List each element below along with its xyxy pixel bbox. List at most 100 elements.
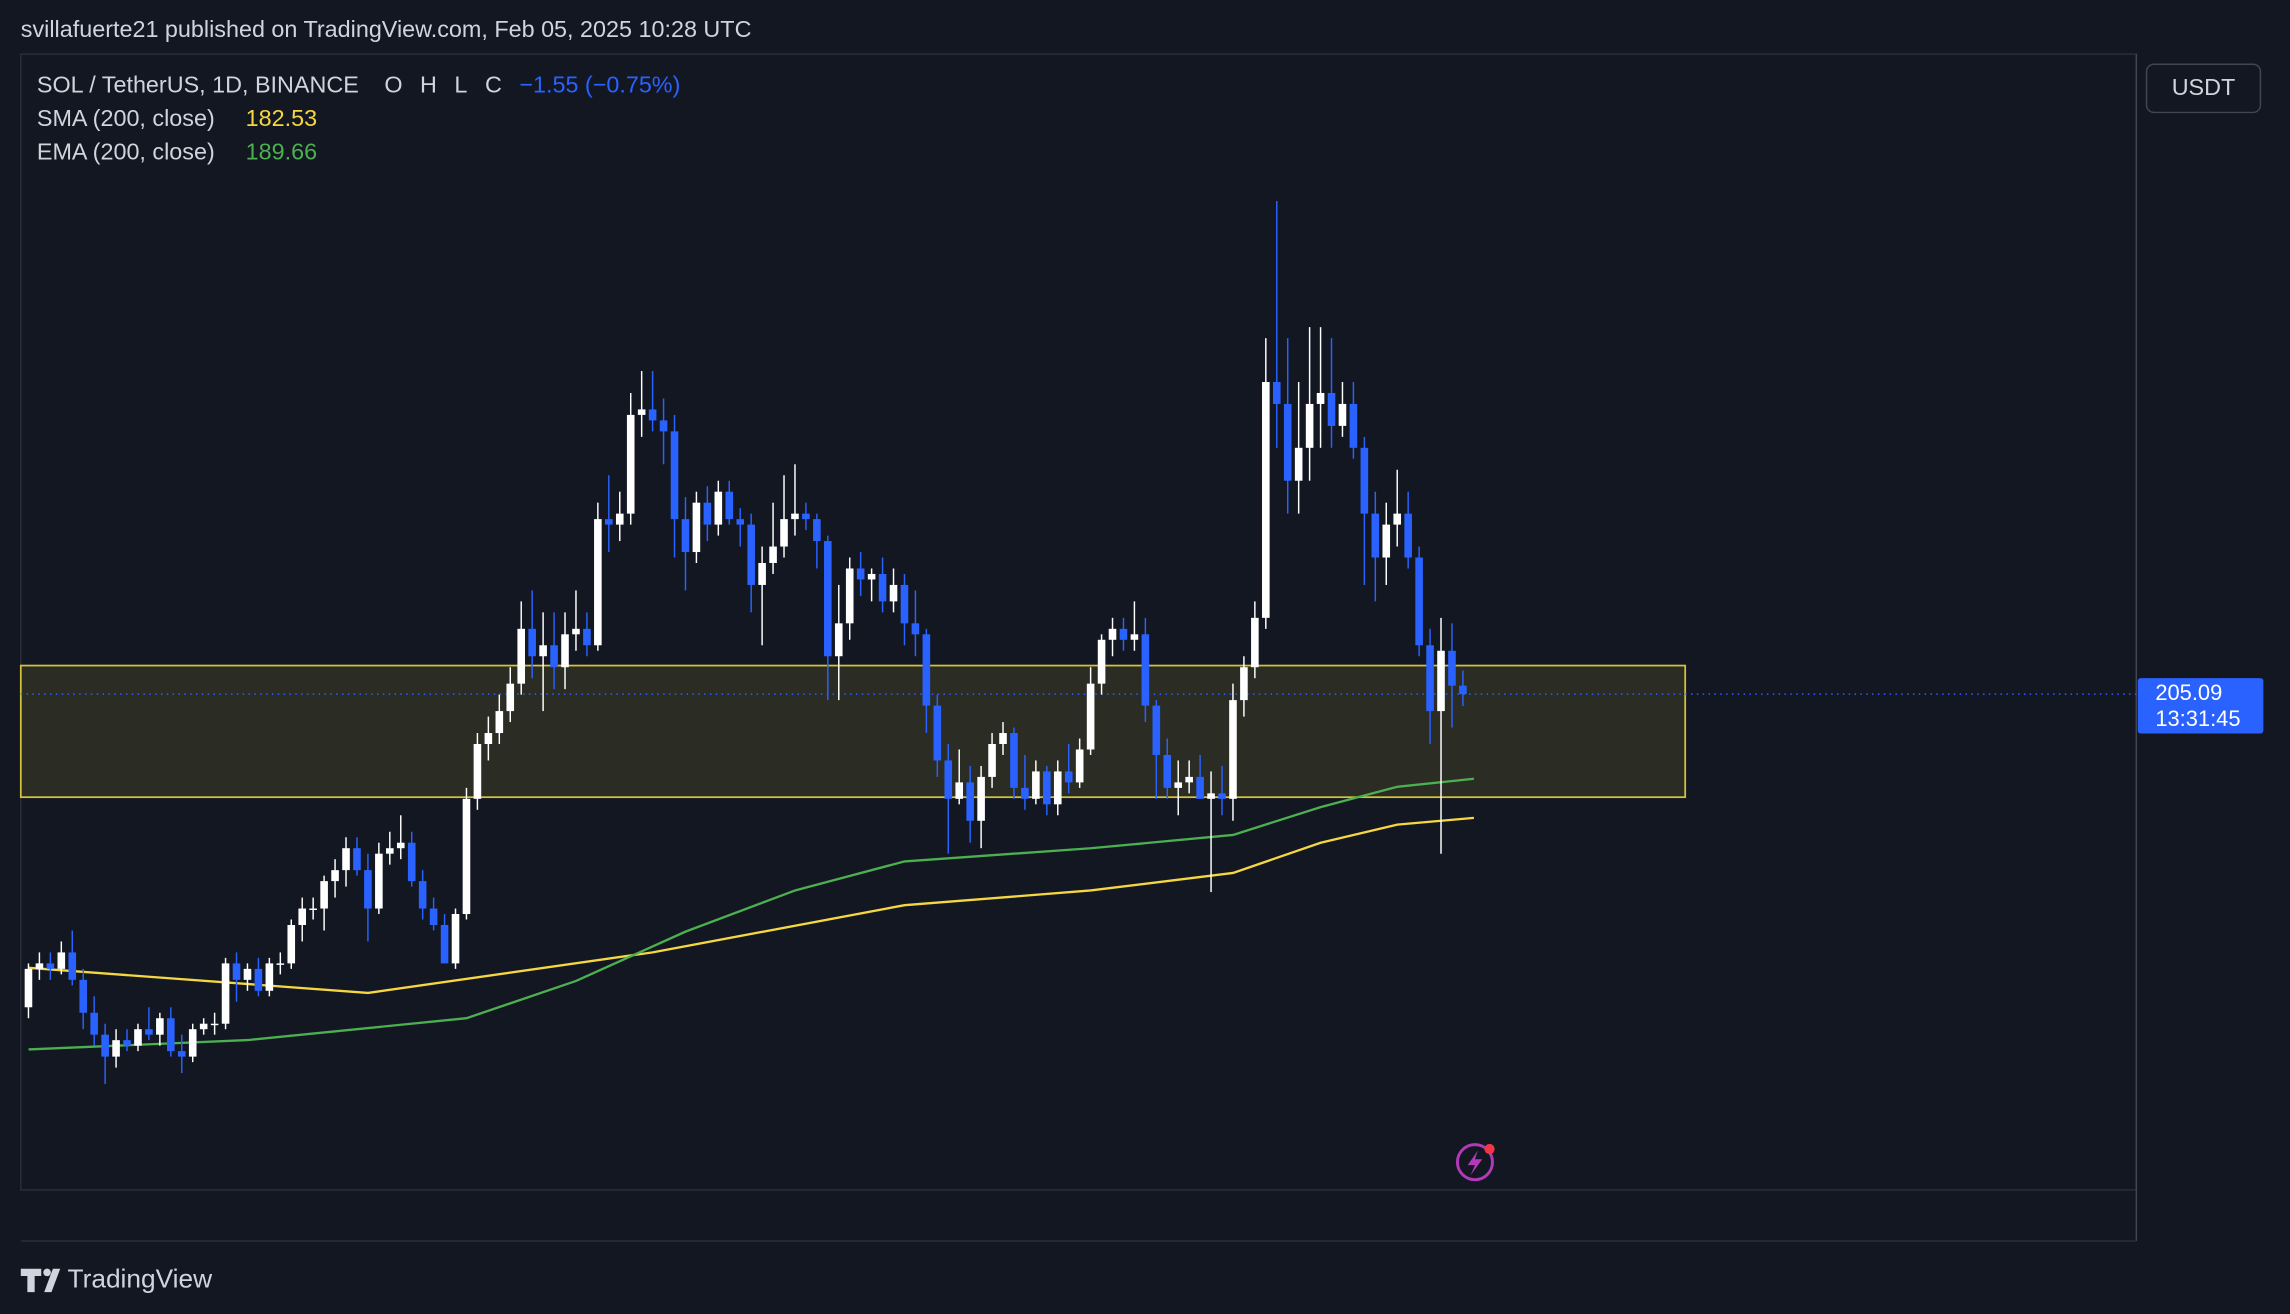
candle-body: [375, 853, 383, 909]
candle-body: [988, 743, 996, 777]
zone: [19, 664, 1687, 799]
candle-body: [911, 623, 920, 635]
candle-body: [824, 541, 832, 657]
candle-body: [977, 776, 985, 821]
ma-line: [28, 777, 1475, 1051]
candle-body: [57, 952, 66, 969]
header: svillafuerte21 published on TradingView.…: [21, 16, 752, 42]
candle-body: [736, 519, 745, 525]
event-icon[interactable]: [1455, 1143, 1495, 1182]
candle-body: [1185, 776, 1193, 783]
candle-body: [1305, 403, 1314, 448]
candle-body: [1251, 617, 1259, 668]
candle-body: [1262, 382, 1270, 618]
candle-body: [462, 798, 471, 915]
candle-body: [473, 743, 482, 799]
candle-body: [539, 645, 547, 657]
candle-body: [1426, 645, 1434, 712]
candle-body: [583, 628, 591, 646]
candle-body: [342, 848, 350, 871]
candle-body: [769, 546, 777, 563]
candle-body: [725, 491, 734, 520]
candle-body: [1382, 524, 1391, 558]
candle-body: [517, 628, 526, 684]
candle-body: [287, 924, 296, 964]
candle-body: [331, 870, 339, 882]
logo[interactable]: [20, 1268, 61, 1293]
countdown: 13:31:45: [2155, 706, 2240, 731]
candle-body: [1064, 771, 1073, 783]
candle-body: [1283, 403, 1292, 481]
candle-body: [670, 431, 679, 520]
candle-body: [484, 733, 493, 744]
candle-body: [922, 634, 931, 706]
candle-body: [1043, 771, 1051, 805]
candle-body: [1404, 513, 1412, 558]
candle-body: [1272, 382, 1281, 404]
ma-line: [28, 816, 1475, 995]
candle-body: [145, 1029, 153, 1035]
candle-body: [966, 782, 974, 821]
candle-body: [1338, 403, 1347, 426]
candle-body: [594, 519, 602, 646]
candle-body: [1459, 685, 1467, 695]
candle-body: [528, 628, 536, 657]
candle-body: [243, 968, 252, 980]
candle-body: [747, 524, 755, 585]
candle-body: [440, 924, 449, 964]
candle-body: [648, 409, 657, 421]
candle-body: [364, 870, 372, 909]
candle-body: [561, 634, 569, 668]
candle-body: [845, 568, 854, 624]
candle-body: [1119, 628, 1128, 640]
legend-value: 182.53: [246, 105, 317, 131]
candle-body: [944, 760, 953, 799]
ohlc-label: O: [384, 71, 402, 97]
currency[interactable]: USDT: [2172, 74, 2236, 100]
candle-body: [396, 842, 405, 849]
legend-name: SMA (200, close): [37, 105, 215, 131]
ohlc-label: L: [454, 71, 467, 97]
candle-body: [320, 881, 328, 909]
candle-body: [79, 979, 88, 1013]
candle-body: [232, 963, 241, 980]
candle-body: [68, 952, 77, 980]
candle-body: [1196, 776, 1204, 799]
currency-box[interactable]: [2145, 63, 2262, 114]
candle-body: [495, 711, 504, 734]
brand[interactable]: TradingView: [68, 1263, 214, 1293]
candle-body: [1415, 557, 1423, 646]
candle-body: [1229, 700, 1237, 799]
candle-body: [834, 623, 843, 657]
candle-body: [933, 705, 942, 761]
candle-layer: [20, 201, 2137, 1085]
candle-body: [1294, 447, 1303, 481]
candle-body: [1152, 705, 1161, 755]
price-tag-box: [2137, 678, 2264, 734]
candle-body: [1032, 771, 1040, 799]
candle-body: [177, 1051, 186, 1057]
candle-body: [1075, 749, 1084, 783]
candle-body: [758, 562, 766, 585]
candle-body: [856, 568, 865, 580]
candle-body: [1010, 733, 1018, 788]
ma-layer: [28, 777, 1475, 1051]
candle-body: [123, 1040, 131, 1046]
candle-body: [1360, 447, 1369, 514]
candle-body: [867, 573, 876, 580]
change: −1.55 (−0.75%): [519, 71, 680, 97]
ohlc-label: C: [485, 71, 502, 97]
candle-body: [1130, 634, 1139, 640]
candle-body: [1327, 392, 1336, 426]
candle-body: [714, 491, 723, 525]
zone-layer: [19, 664, 1687, 799]
candle-body: [780, 519, 788, 547]
candle-body: [24, 968, 33, 1008]
candle-body: [35, 963, 44, 969]
candle-body: [134, 1029, 142, 1046]
candle-body: [1218, 793, 1226, 799]
candle-body: [112, 1040, 120, 1057]
candle-body: [429, 908, 438, 925]
candle-body: [451, 914, 460, 964]
